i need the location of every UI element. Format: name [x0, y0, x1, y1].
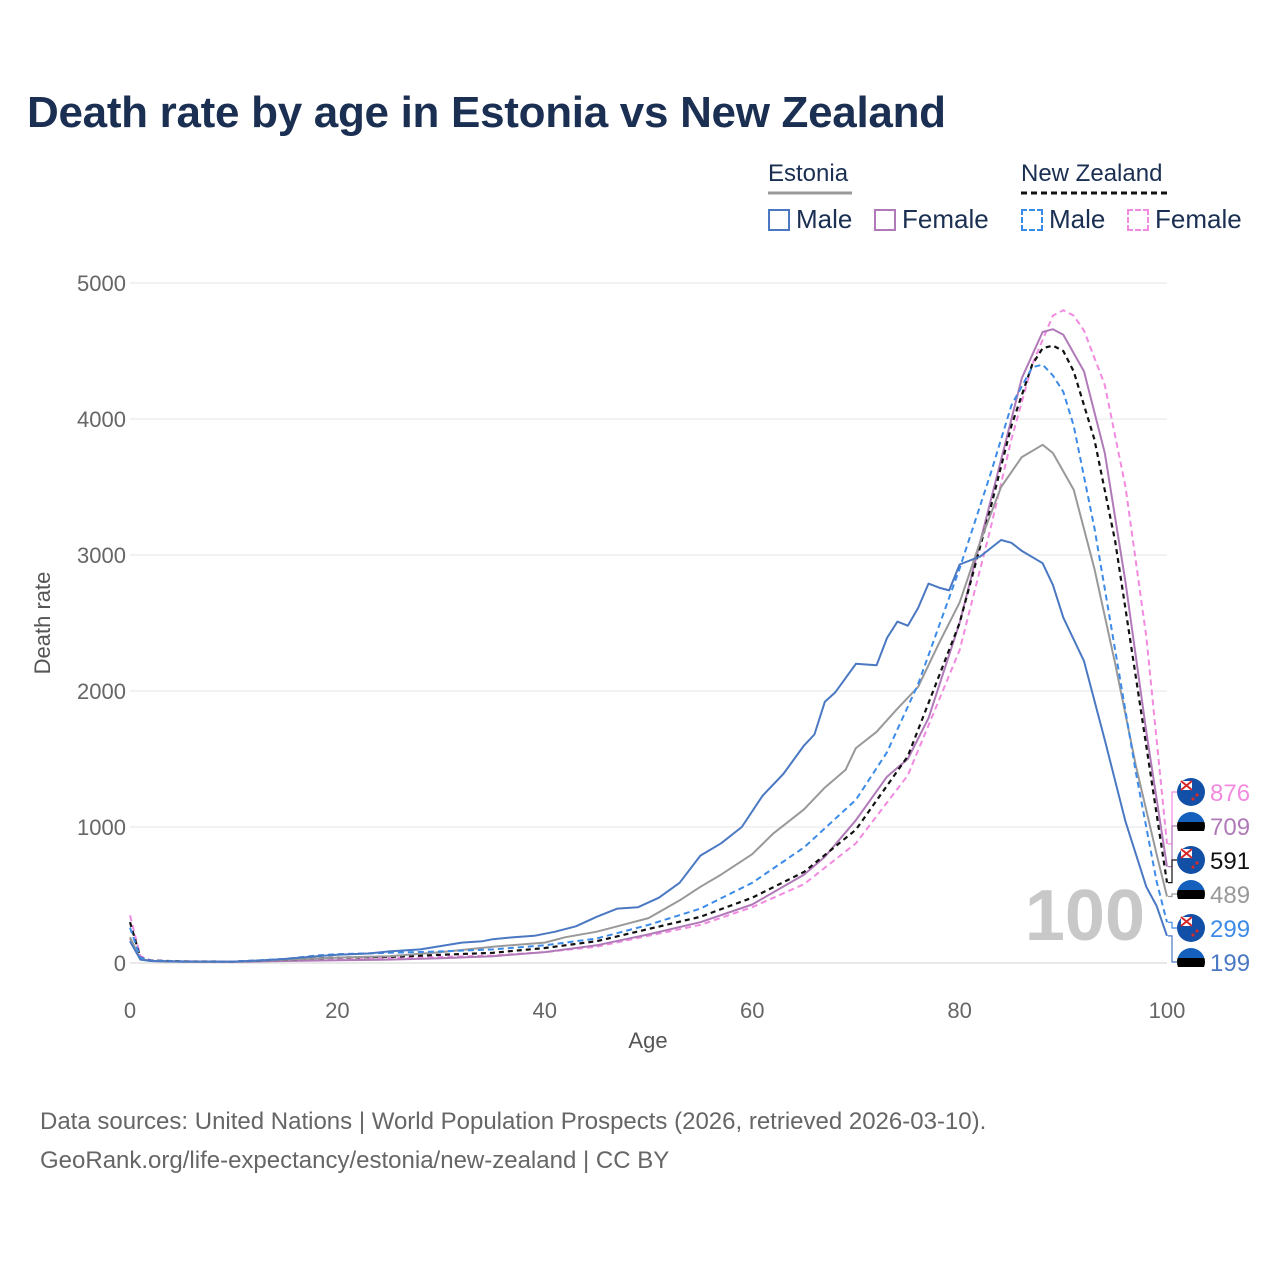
end-value-label: 876	[1210, 780, 1250, 807]
x-tick-label: 40	[533, 998, 557, 1023]
end-value-label: 299	[1210, 916, 1250, 943]
end-value-label: 591	[1210, 848, 1250, 875]
series-line-estonia-female[interactable]	[129, 328, 1168, 963]
x-axis-label: Age	[628, 1028, 667, 1053]
chart-title: Death rate by age in Estonia vs New Zeal…	[27, 88, 946, 137]
legend-item-estonia-male[interactable]: Male	[768, 204, 852, 235]
footer-link[interactable]: GeoRank.org/life-expectancy/estonia/new-…	[40, 1147, 670, 1174]
end-labels: 876 709 591 489 299 199	[1168, 778, 1250, 977]
end-label-connector	[1168, 825, 1177, 868]
new-zealand-flag-icon	[1177, 846, 1205, 874]
watermark: 100	[1025, 876, 1145, 956]
series-lines	[128, 309, 1169, 963]
x-tick-label: 20	[325, 998, 349, 1023]
estonia-flag-icon	[1177, 812, 1205, 840]
end-label-connector	[1168, 935, 1177, 963]
y-tick-label: 5000	[77, 271, 126, 296]
legend-group-line	[768, 191, 852, 195]
legend-label: Male	[1049, 204, 1106, 234]
legend-item-estonia-female[interactable]: Female	[874, 204, 989, 235]
legend-group-title: New Zealand	[1021, 160, 1163, 187]
series-line-estonia-male[interactable]	[129, 539, 1168, 963]
end-label-connector	[1168, 791, 1177, 845]
y-axis-ticks: 0 1000 2000 3000 4000 5000	[77, 271, 126, 976]
legend-swatch	[1021, 208, 1043, 231]
x-tick-label: 100	[1149, 998, 1186, 1023]
legend-item-new-zealand-female[interactable]: Female	[1127, 204, 1242, 235]
new-zealand-flag-icon	[1177, 778, 1205, 806]
grid	[130, 282, 1167, 964]
x-tick-label: 80	[947, 998, 971, 1023]
legend-group-title: Estonia	[768, 160, 849, 187]
y-tick-label: 3000	[77, 543, 126, 568]
end-label-connector	[1168, 893, 1177, 898]
y-tick-label: 4000	[77, 407, 126, 432]
legend-label: Female	[902, 204, 989, 234]
x-tick-label: 0	[124, 998, 136, 1023]
legend-swatch	[874, 208, 896, 231]
footer-sources: Data sources: United Nations | World Pop…	[40, 1108, 987, 1135]
estonia-flag-icon	[1177, 880, 1205, 908]
series-line-new-zealand-male[interactable]	[129, 363, 1168, 963]
x-tick-label: 60	[740, 998, 764, 1023]
series-line-estonia-total[interactable]	[129, 443, 1168, 963]
chart-area: 100 0 1000 2000 3000 4000 5000 0 20 40 60 80 100 A…	[30, 271, 1250, 1053]
legend-label: Female	[1155, 204, 1242, 234]
estonia-flag-icon	[1177, 948, 1205, 976]
y-tick-label: 0	[114, 951, 126, 976]
y-tick-label: 1000	[77, 815, 126, 840]
legend-group-line	[1021, 191, 1171, 195]
legend-label: Male	[796, 204, 853, 234]
end-label-connector	[1168, 921, 1177, 929]
end-value-label: 709	[1210, 814, 1250, 841]
legend-swatch	[768, 208, 790, 231]
end-label-connector	[1168, 859, 1177, 884]
legend-swatch	[1127, 208, 1149, 231]
x-axis-ticks: 0 20 40 60 80 100	[124, 998, 1185, 1023]
end-value-label: 489	[1210, 882, 1250, 909]
y-tick-label: 2000	[77, 679, 126, 704]
y-axis-label: Death rate	[30, 572, 55, 675]
new-zealand-flag-icon	[1177, 914, 1205, 942]
end-value-label: 199	[1210, 950, 1250, 977]
legend-item-new-zealand-male[interactable]: Male	[1021, 204, 1105, 235]
